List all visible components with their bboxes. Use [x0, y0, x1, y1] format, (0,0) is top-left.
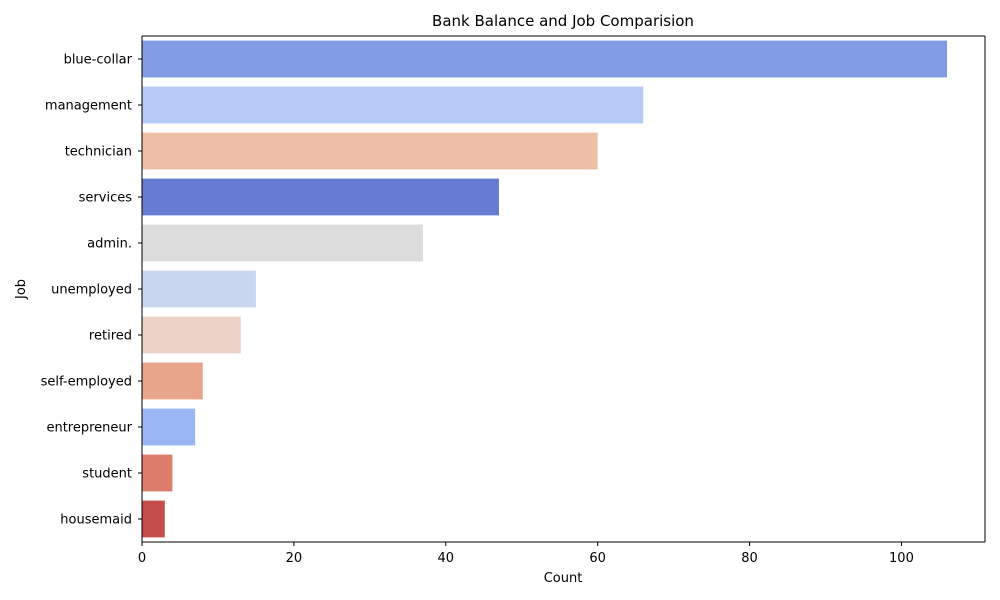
y-tick-label: blue-collar — [64, 53, 133, 68]
x-tick-label: 60 — [589, 551, 606, 566]
x-tick-label: 80 — [741, 551, 758, 566]
bar-blue-collar — [142, 40, 948, 78]
x-tick-label: 40 — [438, 551, 455, 566]
x-tick-label: 100 — [889, 551, 914, 566]
bar-unemployed — [142, 270, 256, 308]
bar-self-employed — [142, 362, 203, 400]
x-axis-label: Count — [544, 571, 583, 586]
bar-technician — [142, 132, 598, 170]
y-tick-label: services — [79, 191, 133, 206]
bar-student — [142, 454, 173, 492]
y-axis-label: Job — [14, 279, 29, 300]
x-tick-label: 20 — [286, 551, 303, 566]
bar-services — [142, 178, 499, 216]
bar-entrepreneur — [142, 408, 196, 446]
y-tick-label: student — [82, 467, 132, 482]
y-tick-label: self-employed — [41, 375, 132, 390]
y-tick-label: entrepreneur — [46, 421, 132, 436]
bar-management — [142, 86, 644, 124]
x-tick-label: 0 — [138, 551, 146, 566]
bar-retired — [142, 316, 241, 354]
bars-group — [142, 40, 948, 538]
y-tick-label: retired — [89, 329, 132, 344]
y-tick-label: management — [45, 99, 132, 114]
y-tick-label: unemployed — [51, 283, 132, 298]
y-tick-label: admin. — [87, 237, 132, 252]
bar-housemaid — [142, 500, 165, 538]
chart-title: Bank Balance and Job Comparision — [432, 12, 694, 30]
x-axis-ticks: 0 20 40 60 80 100 — [138, 542, 914, 566]
y-tick-label: housemaid — [60, 513, 132, 528]
y-axis-ticks: blue-collar management technician services a… — [41, 53, 142, 528]
y-tick-label: technician — [65, 145, 132, 160]
bar-admin — [142, 224, 423, 262]
